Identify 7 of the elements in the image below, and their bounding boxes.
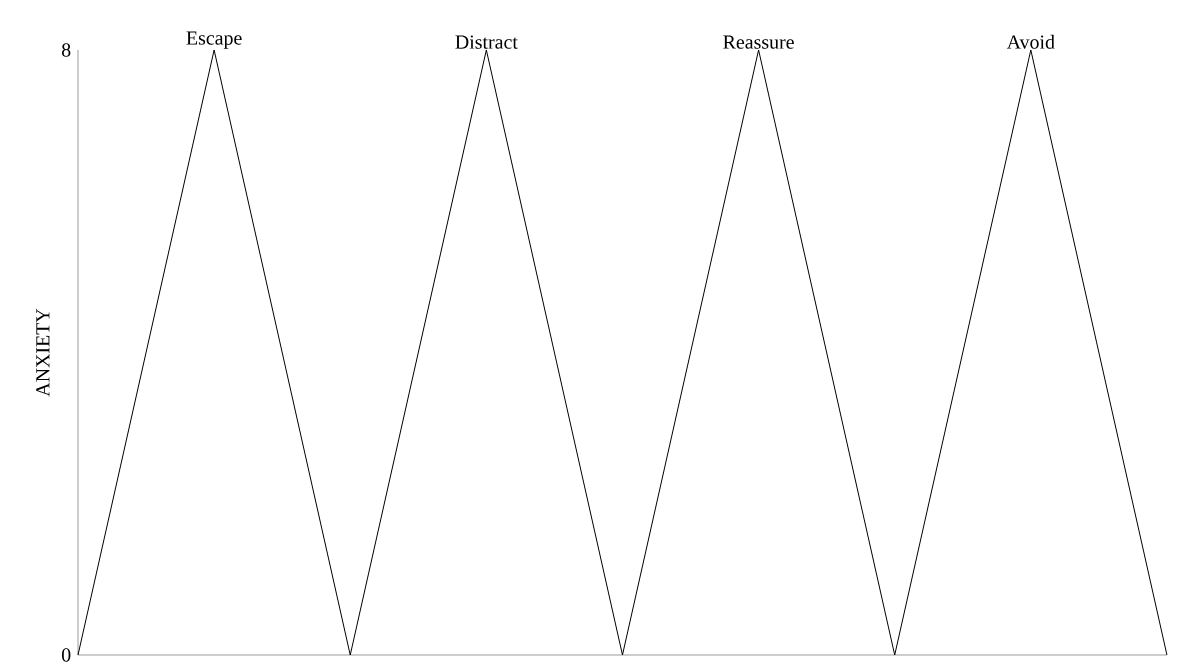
- text: Escape: [186, 31, 242, 49]
- text: Reassure: [723, 35, 794, 49]
- y-tick-label: 0: [61, 648, 71, 662]
- text: Distract: [455, 35, 518, 49]
- y-tick-label: 8: [61, 43, 71, 57]
- text: Avoid: [1006, 34, 1055, 49]
- y-axis-title: ANXIETY: [36, 308, 50, 397]
